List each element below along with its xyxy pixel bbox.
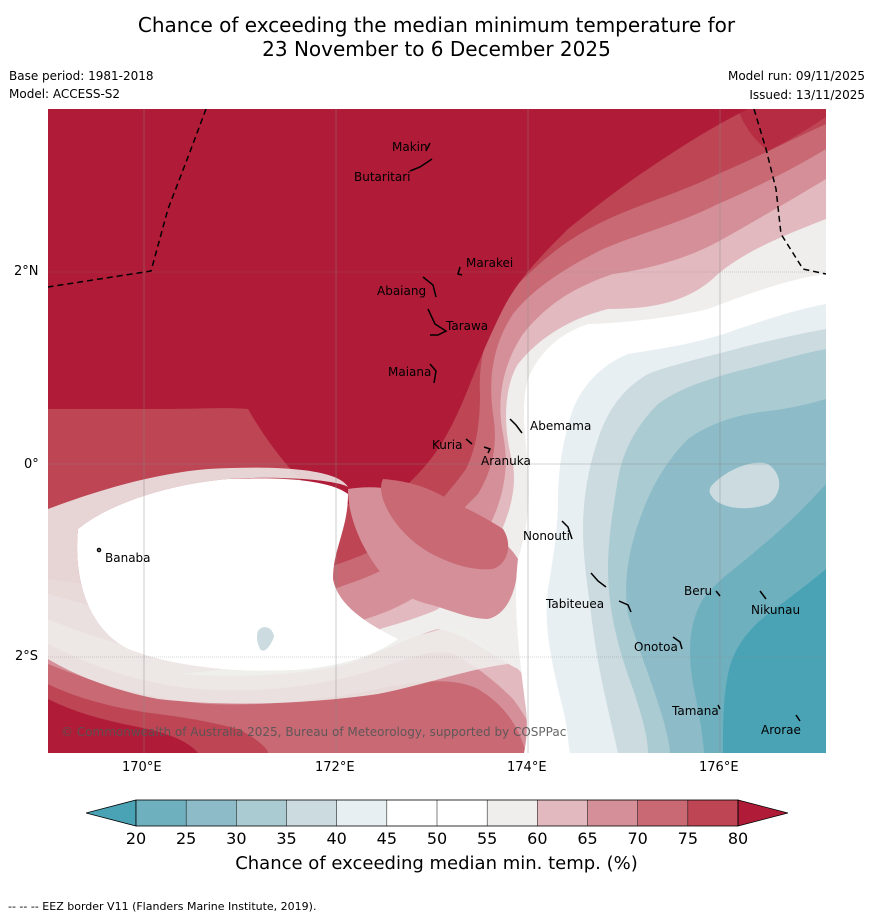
colorbar-tick-label: 55 xyxy=(476,829,498,848)
colorbar-extend-low xyxy=(86,799,137,827)
place-label: Makin xyxy=(392,140,428,154)
lat-label: 2°S xyxy=(15,649,39,664)
place-label: Butaritari xyxy=(354,170,411,184)
blob-75 xyxy=(381,479,509,570)
chart-title-line1: Chance of exceeding the median minimum t… xyxy=(137,13,736,37)
place-label: Tamana xyxy=(671,704,719,718)
colorbar-segment xyxy=(386,800,437,826)
place-label: Aranuka xyxy=(481,454,531,468)
graticule xyxy=(48,109,826,753)
lon-label: 172°E xyxy=(315,760,355,775)
place-label: Beru xyxy=(684,584,712,598)
colorbar-segment xyxy=(136,800,187,826)
place-label: Kuria xyxy=(432,438,463,452)
place-label: Marakei xyxy=(466,256,513,270)
lon-label: 170°E xyxy=(122,760,162,775)
chart-title-line2: 23 November to 6 December 2025 xyxy=(262,37,611,61)
colorbar-segment xyxy=(587,800,638,826)
place-label: Abemama xyxy=(530,419,591,433)
islands xyxy=(96,142,801,722)
eez-footnote: -- -- -- EEZ border V11 (Flanders Marine… xyxy=(8,900,317,913)
colorbar-tick-label: 70 xyxy=(627,829,648,848)
base-period: Base period: 1981-2018 xyxy=(9,69,154,83)
colorbar-segment xyxy=(537,800,588,826)
colorbar-tick-label: 80 xyxy=(727,829,749,848)
place-labels: Makin Butaritari Marakei Abaiang Tarawa … xyxy=(105,140,801,737)
place-label: Abaiang xyxy=(377,284,426,298)
colorbar-tick-label: 75 xyxy=(677,829,698,848)
colorbar-segment xyxy=(437,800,488,826)
model-name: Model: ACCESS-S2 xyxy=(9,87,121,101)
band-80-main xyxy=(48,109,748,504)
lat-label: 0° xyxy=(24,457,39,472)
place-label: Tabiteuea xyxy=(545,597,604,611)
place-label: Tarawa xyxy=(445,319,488,333)
model-run: Model run: 09/11/2025 xyxy=(727,69,865,83)
colorbar-tick-label: 60 xyxy=(527,829,548,848)
colorbar-extend-high xyxy=(737,799,788,827)
map-panel: Makin Butaritari Marakei Abaiang Tarawa … xyxy=(48,109,826,753)
band-80-corner xyxy=(738,109,826,151)
band-15-east xyxy=(723,569,826,753)
colorbar-border xyxy=(135,799,739,827)
place-label: Arorae xyxy=(761,723,801,737)
colorbar-tick-label: 45 xyxy=(376,829,397,848)
colorbar-segment xyxy=(487,800,538,826)
colorbar-segment xyxy=(286,800,337,826)
place-label: Nikunau xyxy=(751,603,800,617)
colorbar-segment xyxy=(236,800,287,826)
colorbar-tick-label: 30 xyxy=(226,829,247,848)
colorbar-segment xyxy=(637,800,688,826)
colorbar-segment xyxy=(186,800,237,826)
colorbar-tick-label: 25 xyxy=(175,829,197,848)
band-50-west xyxy=(77,478,399,671)
copyright-notice: © Commonwealth of Australia 2025, Bureau… xyxy=(61,725,566,739)
colorbar-tick-label: 50 xyxy=(426,829,448,848)
lat-label: 2°N xyxy=(14,264,39,279)
colorbar-tick-label: 35 xyxy=(276,829,297,848)
colorbar-tick-label: 65 xyxy=(577,829,598,848)
place-label: Nonouti xyxy=(523,529,570,543)
blob-light-east xyxy=(709,462,780,509)
place-label: Banaba xyxy=(105,551,151,565)
eez-border xyxy=(48,109,826,288)
colorbar-segment xyxy=(336,800,387,826)
lon-label: 176°E xyxy=(699,760,739,775)
colorbar xyxy=(86,799,788,827)
colorbar-segment xyxy=(687,800,738,826)
band-50-west-light xyxy=(48,467,508,704)
lon-label: 174°E xyxy=(507,760,547,775)
band-bl-80 xyxy=(48,699,198,753)
colorbar-title: Chance of exceeding median min. temp. (%… xyxy=(235,853,638,874)
colorbar-tick-label: 40 xyxy=(326,829,347,848)
blob-small xyxy=(256,627,274,651)
place-label: Maiana xyxy=(388,365,431,379)
issued-date: Issued: 13/11/2025 xyxy=(749,88,865,102)
colorbar-tick-label: 20 xyxy=(125,829,147,848)
place-label: Onotoa xyxy=(634,640,678,654)
